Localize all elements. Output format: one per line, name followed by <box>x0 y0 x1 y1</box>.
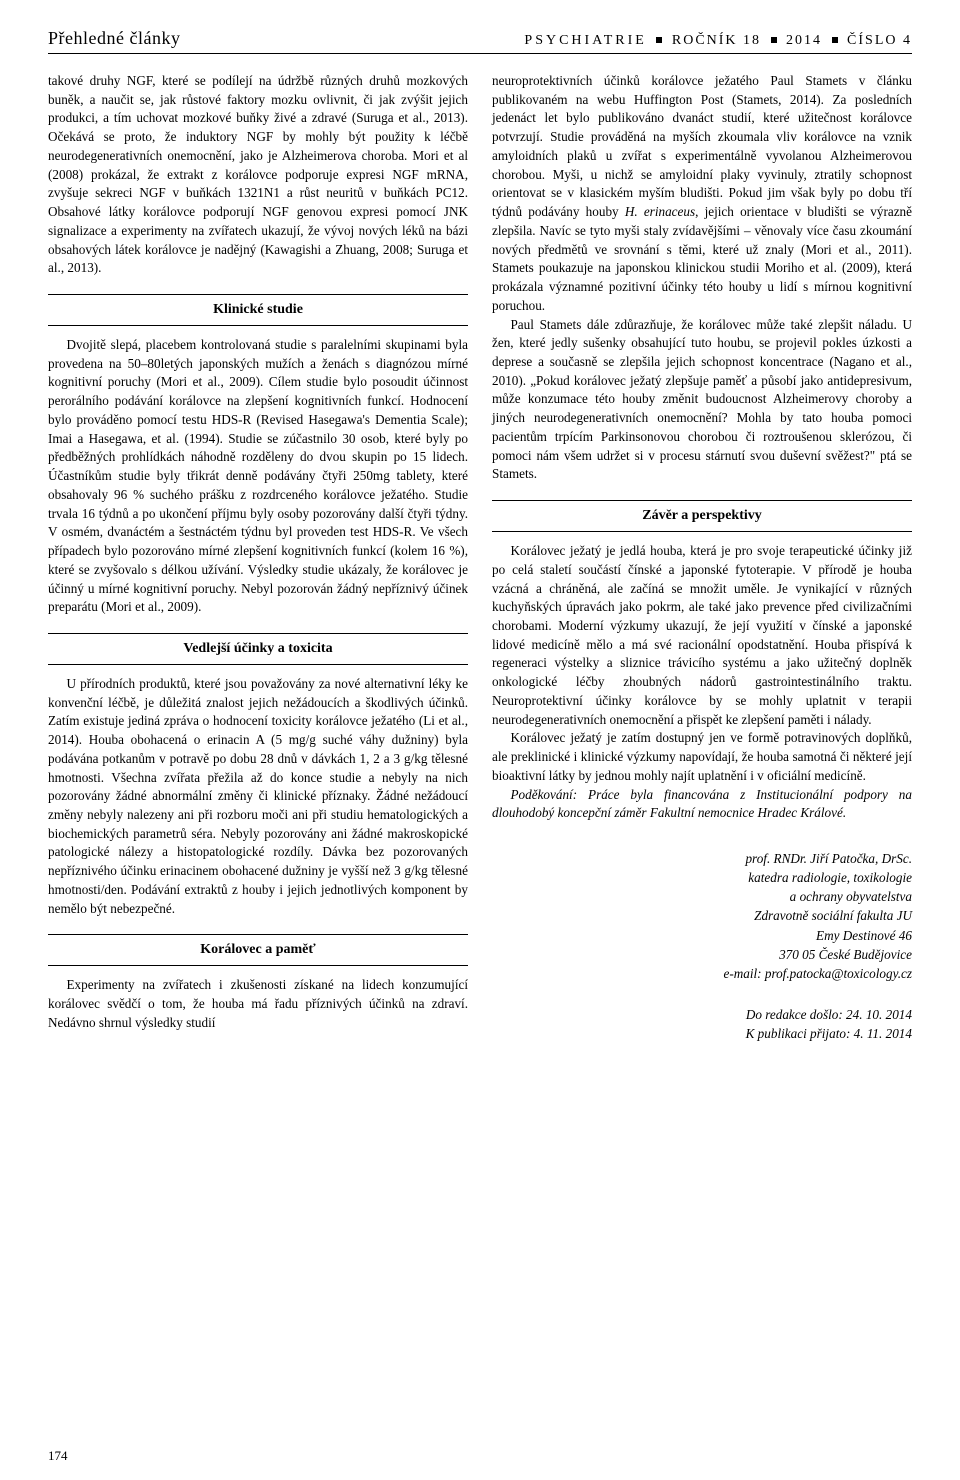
date-accepted: K publikaci přijato: 4. 11. 2014 <box>746 1026 912 1041</box>
separator-icon <box>832 37 838 43</box>
year: 2014 <box>786 33 822 48</box>
header-journal-info: PSYCHIATRIE ROČNÍK 18 2014 ČÍSLO 4 <box>524 33 912 49</box>
page-number: 174 <box>48 1448 68 1464</box>
section-title-clinical: Klinické studie <box>48 294 468 326</box>
toxicity-paragraph: U přírodních produktů, které jsou považo… <box>48 675 468 919</box>
issue: ČÍSLO 4 <box>847 33 912 48</box>
acknowledgement: Poděkování: Práce byla financována z Ins… <box>492 786 912 823</box>
text-span: , jejich orientace v bludišti se výrazně… <box>492 204 912 313</box>
text-span: neuroprotektivních účinků korálovce ježa… <box>492 73 912 219</box>
article-body: takové druhy NGF, které se podílejí na ú… <box>48 72 912 1043</box>
intro-paragraph: takové druhy NGF, které se podílejí na ú… <box>48 72 468 278</box>
memory-continuation: neuroprotektivních účinků korálovce ježa… <box>492 72 912 316</box>
volume: ROČNÍK 18 <box>672 33 761 48</box>
memory-paragraph: Experimenty na zvířatech i zkušenosti zí… <box>48 976 468 1032</box>
author-dept2: a ochrany obyvatelstva <box>790 889 912 904</box>
author-city: 370 05 České Budějovice <box>779 947 912 962</box>
journal-name: PSYCHIATRIE <box>524 33 646 48</box>
author-faculty: Zdravotně sociální fakulta JU <box>754 908 912 923</box>
author-info: prof. RNDr. Jiří Patočka, DrSc. katedra … <box>492 849 912 983</box>
author-name: prof. RNDr. Jiří Patočka, DrSc. <box>745 851 912 866</box>
separator-icon <box>771 37 777 43</box>
stamets-paragraph: Paul Stamets dále zdůrazňuje, že korálov… <box>492 316 912 485</box>
species-name: H. erinaceus <box>625 204 695 219</box>
separator-icon <box>656 37 662 43</box>
section-title-conclusion: Závěr a perspektivy <box>492 500 912 532</box>
section-title-memory: Korálovec a paměť <box>48 934 468 966</box>
date-received: Do redakce došlo: 24. 10. 2014 <box>746 1007 912 1022</box>
header-section: Přehledné články <box>48 28 180 49</box>
submission-dates: Do redakce došlo: 24. 10. 2014 K publika… <box>492 1005 912 1043</box>
section-title-toxicity: Vedlejší účinky a toxicita <box>48 633 468 665</box>
author-email: e-mail: prof.patocka@toxicology.cz <box>723 966 912 981</box>
author-dept: katedra radiologie, toxikologie <box>748 870 912 885</box>
author-street: Emy Destinové 46 <box>816 928 912 943</box>
clinical-paragraph: Dvojitě slepá, placebem kontrolovaná stu… <box>48 336 468 617</box>
page-header: Přehledné články PSYCHIATRIE ROČNÍK 18 2… <box>48 28 912 54</box>
conclusion-p1: Korálovec ježatý je jedlá houba, která j… <box>492 542 912 729</box>
conclusion-p2: Korálovec ježatý je zatím dostupný jen v… <box>492 729 912 785</box>
